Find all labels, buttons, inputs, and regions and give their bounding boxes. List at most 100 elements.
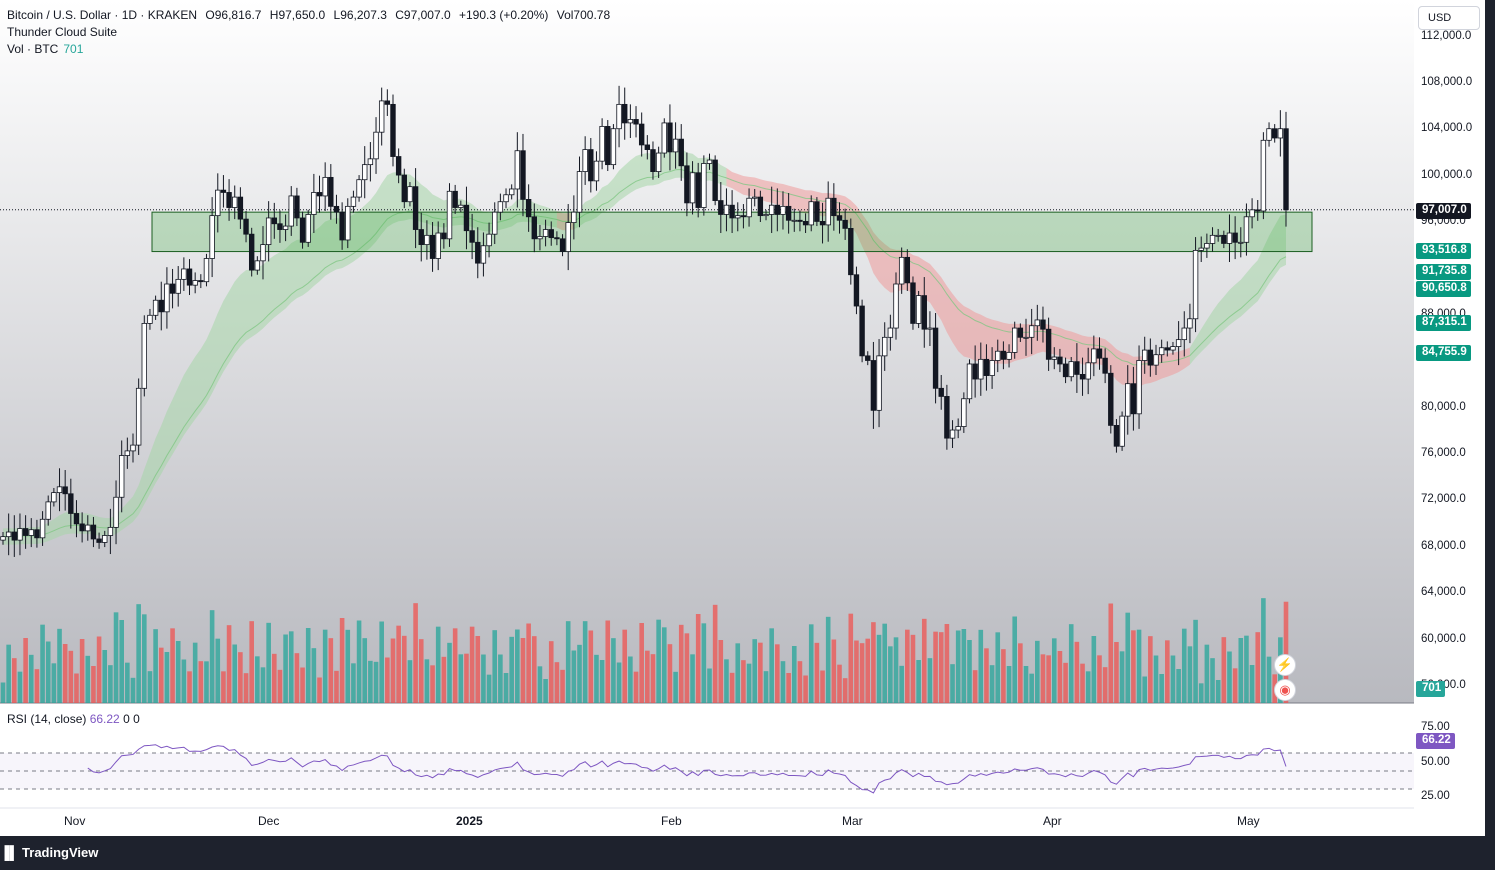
price-axis-label: 68,000.0 <box>1421 540 1466 552</box>
volume-bar <box>1210 658 1215 703</box>
candle-body <box>147 314 153 324</box>
volume-bar <box>79 639 85 703</box>
candle-body <box>672 138 679 153</box>
volume-bar <box>175 641 181 703</box>
candle-body <box>1153 354 1159 366</box>
candle-body <box>435 232 441 259</box>
candle-body <box>814 201 820 222</box>
candle-body <box>102 535 108 543</box>
volume-bar <box>695 614 701 703</box>
chart-area[interactable] <box>0 0 1414 835</box>
candle-body <box>175 278 181 294</box>
candle-body <box>825 197 831 226</box>
volume-bar <box>226 625 232 703</box>
volume-bar <box>967 640 972 703</box>
volume-bar <box>1012 616 1018 703</box>
price-tag: 84,755.9 <box>1416 345 1471 361</box>
us-flag-icon[interactable]: ◉ <box>1274 679 1296 701</box>
volume-bar <box>102 650 108 703</box>
candle-body <box>1277 128 1284 139</box>
candle-body <box>107 526 114 536</box>
candle-body <box>870 360 877 411</box>
candle-body <box>944 396 950 439</box>
candle-body <box>1091 348 1097 364</box>
candle-body <box>876 355 882 411</box>
currency-button[interactable]: USD <box>1418 6 1480 30</box>
candle-body <box>605 125 611 166</box>
candle-body <box>1232 232 1238 243</box>
volume-bar <box>74 673 79 703</box>
candle-body <box>271 217 277 225</box>
volume-bar <box>430 665 435 703</box>
volume-bar <box>1198 683 1204 703</box>
volume-legend[interactable]: Vol · BTC 701 <box>7 42 88 56</box>
candle-body <box>288 195 294 227</box>
volume-bar <box>413 603 418 703</box>
candle-body <box>28 529 34 536</box>
candle-body <box>96 538 102 543</box>
price-chart-svg[interactable] <box>0 0 1414 835</box>
candle-body <box>215 189 221 217</box>
candle-body <box>486 233 492 247</box>
volume-bar <box>837 664 842 703</box>
volume-bar <box>690 654 695 703</box>
candle-body <box>356 179 362 198</box>
rsi-label: RSI (14, close) <box>7 712 87 726</box>
rsi-legend[interactable]: RSI (14, close) 66.22 0 0 <box>7 712 140 726</box>
alert-lightning-icon[interactable]: ⚡ <box>1274 654 1296 676</box>
candle-body <box>424 234 430 246</box>
volume-bar <box>334 670 339 703</box>
symbol-title[interactable]: Bitcoin / U.S. Dollar · 1D · KRAKEN <box>7 8 198 22</box>
candle-body <box>1040 319 1046 330</box>
volume-bar <box>797 661 803 703</box>
indicator-legend[interactable]: Thunder Cloud Suite <box>7 25 122 39</box>
volume-bar <box>526 623 531 703</box>
candle-body <box>961 398 967 427</box>
candle-body <box>1142 349 1148 361</box>
volume-bar <box>718 640 724 703</box>
volume-bar <box>1080 663 1085 703</box>
volume-bar <box>548 641 554 703</box>
candle-body <box>655 152 662 172</box>
candle-body <box>1158 347 1165 356</box>
volume-bar <box>724 659 729 703</box>
price-tag: 97,007.0 <box>1416 203 1471 219</box>
volume-bar <box>1040 654 1046 703</box>
candle-body <box>978 358 984 380</box>
volume-bar <box>503 673 509 703</box>
volume-bar <box>153 629 158 703</box>
candle-body <box>39 518 46 539</box>
candle-body <box>113 496 119 528</box>
volume-bar <box>752 639 758 703</box>
volume-bar <box>441 656 447 703</box>
volume-bar <box>1136 629 1142 703</box>
volume-bar <box>362 638 368 703</box>
price-axis-label: 76,000.0 <box>1421 447 1466 459</box>
candle-body <box>644 144 651 150</box>
candle-body <box>859 305 865 357</box>
volume-bar <box>938 632 944 703</box>
candle-body <box>1255 209 1261 212</box>
candle-body <box>248 233 255 271</box>
volume-bar <box>1244 635 1249 703</box>
volume-bar <box>62 644 68 703</box>
volume-bar <box>368 660 373 703</box>
candle-body <box>1170 346 1176 351</box>
candle-body <box>164 283 170 313</box>
price-axis-label: 112,000.0 <box>1421 30 1472 42</box>
volume-bar <box>1051 638 1057 703</box>
volume-bar <box>594 654 599 703</box>
volume-bar <box>373 661 379 703</box>
indicator-name[interactable]: Thunder Cloud Suite <box>7 25 118 39</box>
tradingview-logo[interactable]: ▐▌ TradingView <box>0 845 99 860</box>
candle-body <box>995 350 1001 361</box>
volume-bar <box>322 629 328 703</box>
candle-body <box>401 174 407 203</box>
candle-body <box>757 196 764 217</box>
candle-body <box>294 195 300 219</box>
candle-body <box>808 201 814 226</box>
candle-body <box>418 229 424 246</box>
candle-body <box>763 214 769 217</box>
candle-body <box>1113 424 1120 447</box>
candle-body <box>192 280 198 286</box>
